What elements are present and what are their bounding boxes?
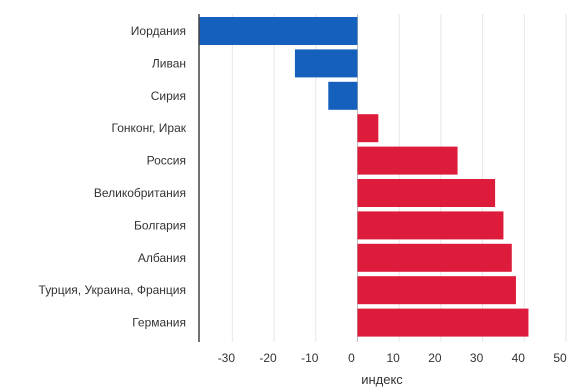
x-tick-label-3: 0 <box>348 351 355 365</box>
bar-5 <box>357 179 496 207</box>
x-tick-labels: -30 -20 -10 0 10 20 30 40 50 <box>218 351 567 365</box>
bar-8 <box>357 276 516 305</box>
bar-6 <box>357 211 504 240</box>
x-tick-label-0: -30 <box>218 351 236 365</box>
category-label-2: Сирия <box>151 89 186 103</box>
bar-7 <box>357 243 512 272</box>
category-label-4: Россия <box>147 154 186 168</box>
bars <box>199 17 529 337</box>
x-tick-label-4: 10 <box>387 351 401 365</box>
x-axis-title: индекс <box>361 372 403 387</box>
x-tick-label-1: -20 <box>259 351 277 365</box>
category-label-9: Германия <box>132 316 186 330</box>
category-label-1: Ливан <box>152 56 186 70</box>
category-label-7: Албания <box>138 251 186 265</box>
bar-9 <box>357 308 529 337</box>
category-labels: Иордания Ливан Сирия Гонконг, Ирак Россия Вел… <box>39 24 187 330</box>
category-label-6: Болгария <box>134 218 186 232</box>
bar-2 <box>328 81 358 110</box>
category-label-8: Турция, Украина, Франция <box>39 283 186 297</box>
x-tick-label-7: 40 <box>512 351 526 365</box>
category-label-5: Великобритания <box>94 186 186 200</box>
x-tick-label-2: -10 <box>301 351 319 365</box>
bar-4 <box>357 146 458 175</box>
bar-3 <box>357 114 379 143</box>
bar-0 <box>199 17 358 45</box>
category-label-0: Иордания <box>131 24 186 38</box>
category-label-3: Гонконг, Ирак <box>112 121 187 135</box>
bar-1 <box>294 49 358 78</box>
x-tick-label-8: 50 <box>553 351 567 365</box>
x-tick-label-5: 20 <box>428 351 442 365</box>
x-tick-label-6: 30 <box>470 351 484 365</box>
